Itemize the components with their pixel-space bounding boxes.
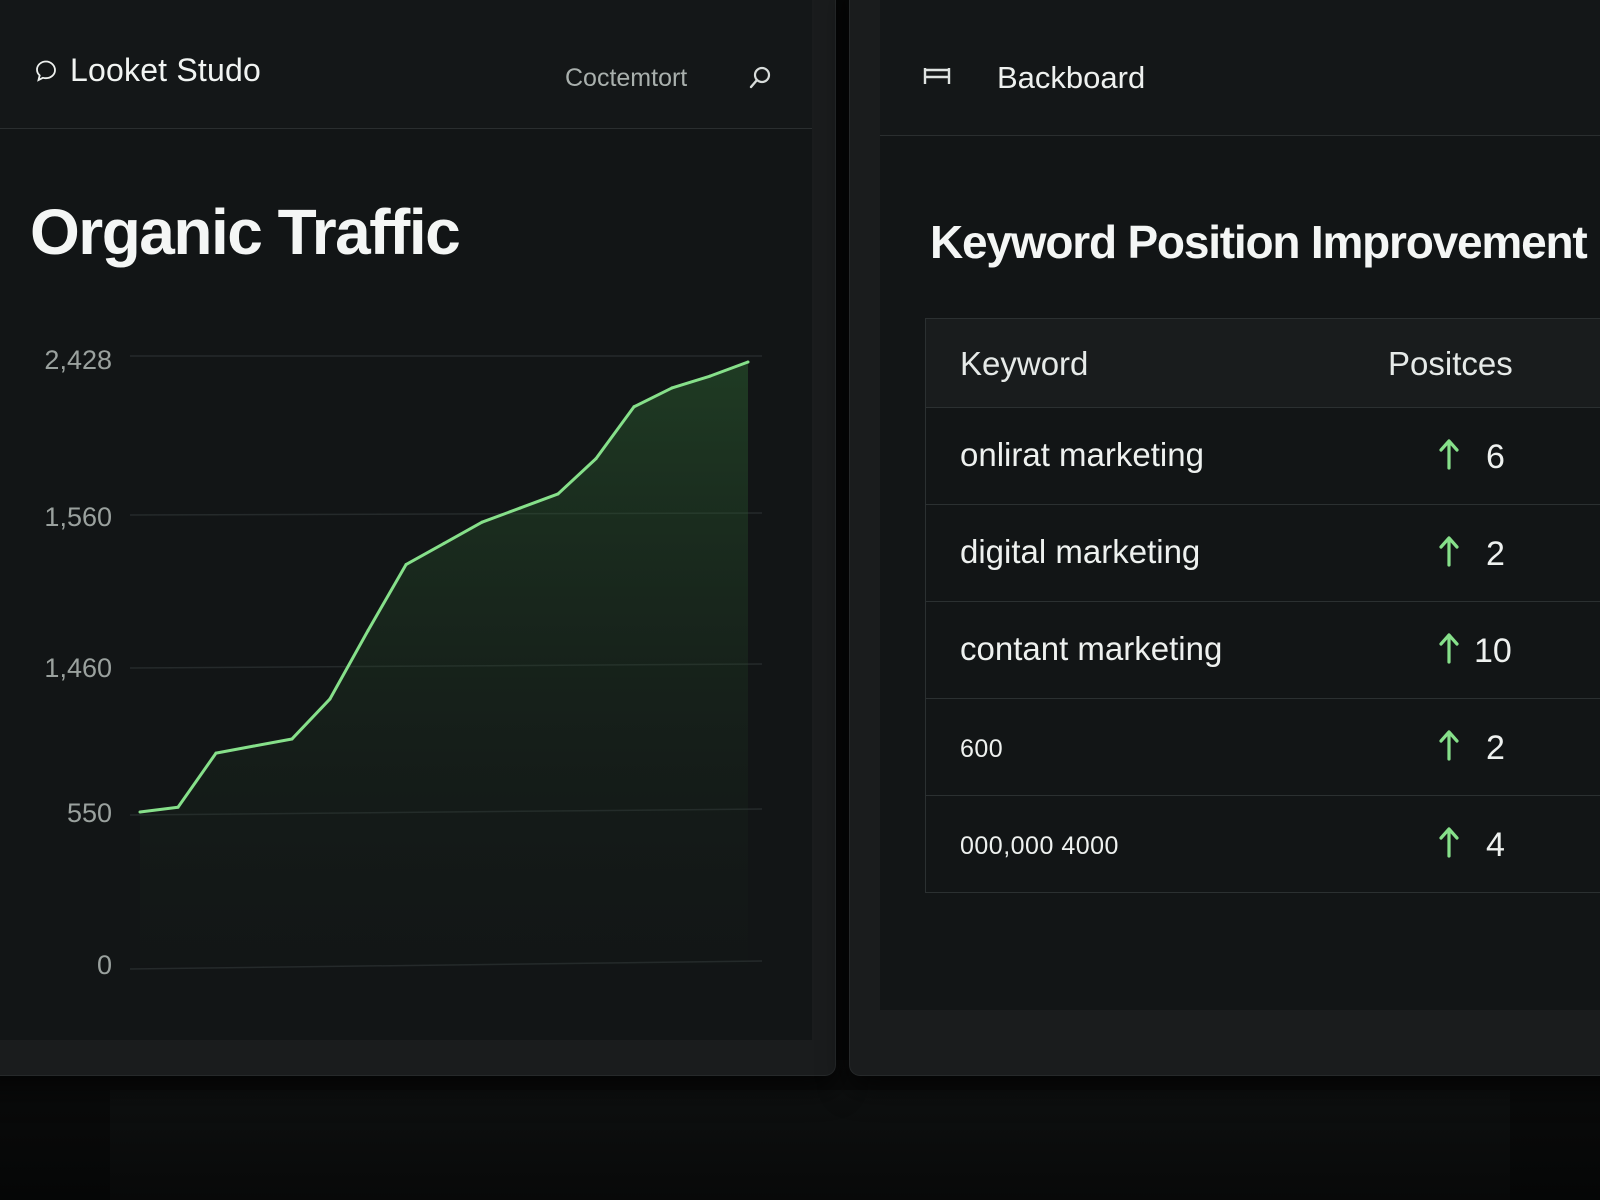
y-tick-label: 1,460 [44, 653, 112, 683]
position-change: 2 [1486, 729, 1505, 767]
data-point [480, 520, 484, 524]
brand[interactable]: Looket Studo [34, 52, 261, 89]
left-monitor: Looket Studo Coctemtort Organic Traffic … [0, 0, 835, 1075]
app-header: Looket Studo Coctemtort [0, 0, 812, 129]
arrow-up-icon [1439, 439, 1459, 470]
position-change: 2 [1486, 535, 1505, 573]
monitor-stand [110, 1090, 1510, 1200]
search-icon[interactable] [746, 64, 774, 92]
y-tick-label: 1,560 [44, 502, 112, 532]
keyword-cell: digital marketing [960, 533, 1201, 570]
dashboard-header: Backboard [880, 0, 1600, 136]
data-point [442, 541, 446, 545]
data-point [290, 737, 294, 741]
table-row[interactable]: 000,000 4000 4 [926, 796, 1600, 892]
data-point [518, 506, 522, 510]
position-change: 6 [1486, 438, 1505, 476]
panel-title: Keyword Position Improvement [930, 216, 1588, 268]
table-row[interactable]: onlirat marketing 6 [926, 408, 1600, 505]
y-tick-label: 0 [97, 950, 112, 980]
data-point [138, 810, 142, 814]
arrow-up-icon [1439, 633, 1459, 664]
data-point [670, 386, 674, 390]
keyword-cell: contant marketing [960, 630, 1223, 667]
y-tick-label: 2,428 [44, 345, 112, 375]
table-row[interactable]: contant marketing 10 [926, 602, 1600, 699]
chat-bubble-icon [36, 60, 56, 82]
data-point [176, 805, 180, 809]
column-header-position[interactable]: Positces [1388, 345, 1513, 382]
data-point [404, 563, 408, 567]
page-title: Organic Traffic [30, 196, 461, 268]
data-point [746, 360, 750, 364]
position-change: 4 [1486, 826, 1505, 864]
dashboard-title: Backboard [997, 60, 1146, 95]
right-monitor: Backboard Keyword Position Improvement K… [850, 0, 1600, 1075]
menu-icon[interactable] [922, 64, 952, 90]
data-point [632, 405, 636, 409]
keyword-table: Keyword Positces onlirat marketing 6 dig… [925, 318, 1600, 893]
data-point [328, 697, 332, 701]
data-point [214, 751, 218, 755]
table-row[interactable]: digital marketing 2 [926, 505, 1600, 602]
data-points [138, 360, 750, 814]
nav-link[interactable]: Coctemtort [565, 64, 688, 92]
y-tick-label: 550 [67, 798, 112, 828]
keyword-cell: 000,000 4000 [960, 832, 1119, 860]
traffic-chart: 2,428 1,560 1,460 550 0 [44, 345, 763, 980]
arrow-up-icon [1439, 536, 1459, 567]
data-point [708, 374, 712, 378]
right-screen: Backboard Keyword Position Improvement K… [880, 0, 1600, 1010]
arrow-up-icon [1439, 730, 1459, 761]
traffic-area [140, 362, 748, 965]
table-header: Keyword Positces [926, 319, 1600, 408]
column-header-keyword[interactable]: Keyword [960, 345, 1089, 382]
y-axis: 2,428 1,560 1,460 550 0 [44, 345, 112, 980]
data-point [594, 457, 598, 461]
arrow-up-icon [1439, 827, 1459, 858]
app-name: Looket Studo [70, 52, 261, 88]
keyword-cell: onlirat marketing [960, 436, 1204, 473]
data-point [252, 744, 256, 748]
position-change: 10 [1474, 632, 1512, 670]
table-row[interactable]: 600 2 [926, 699, 1600, 796]
keyword-cell: 600 [960, 735, 1004, 763]
left-screen: Looket Studo Coctemtort Organic Traffic … [0, 0, 812, 1040]
data-point [366, 629, 370, 633]
data-point [556, 492, 560, 496]
